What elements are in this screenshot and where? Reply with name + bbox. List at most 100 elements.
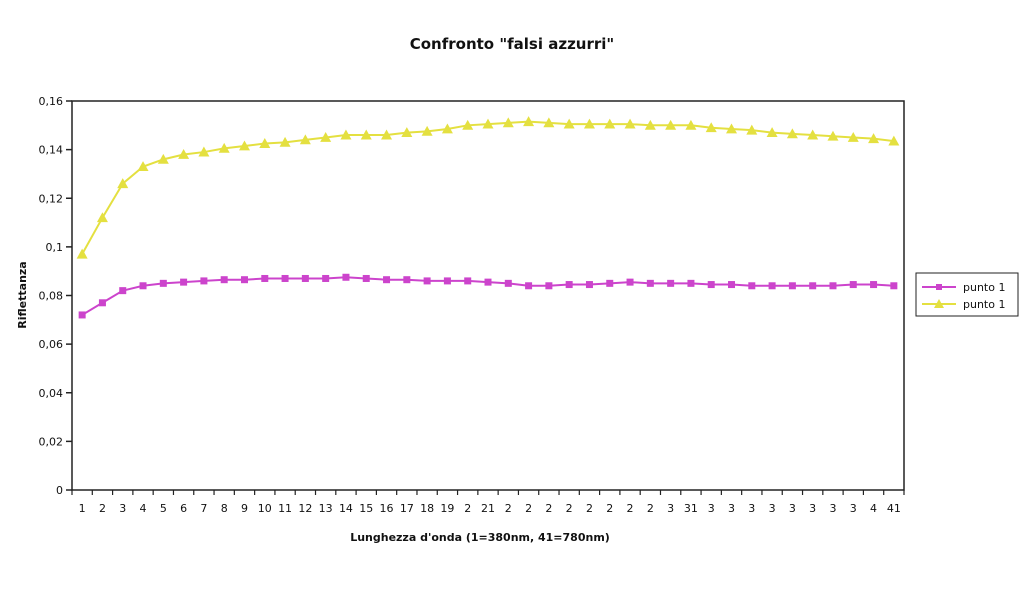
data-point (362, 274, 370, 282)
y-tick-label: 0,06 (39, 338, 64, 351)
x-tick-label: 31 (684, 502, 698, 515)
data-point (504, 279, 512, 287)
data-point (563, 118, 575, 129)
legend-marker (936, 284, 942, 290)
x-tick-label: 17 (400, 502, 414, 515)
data-point (261, 274, 269, 282)
x-tick-label: 21 (481, 502, 495, 515)
data-point (96, 212, 108, 223)
data-point (707, 281, 715, 289)
data-point (281, 274, 289, 282)
x-tick-label: 11 (278, 502, 292, 515)
data-point (98, 299, 106, 307)
data-point (423, 277, 431, 285)
data-point (687, 279, 695, 287)
data-point (299, 134, 311, 145)
x-tick-label: 13 (319, 502, 333, 515)
data-point (847, 131, 859, 142)
x-tick-label: 3 (119, 502, 126, 515)
x-tick-label: 12 (298, 502, 312, 515)
data-point (604, 118, 616, 129)
x-tick-label: 3 (708, 502, 715, 515)
data-point (403, 276, 411, 284)
y-tick-label: 0,12 (39, 192, 64, 205)
x-tick-label: 3 (789, 502, 796, 515)
data-point (301, 274, 309, 282)
data-point (381, 129, 393, 140)
data-point (726, 123, 738, 134)
x-axis: 1 2 3 4 5 6 7 8 9 10 11 12 13 14 15 16 17 18 19 2 21 2 2 2 2 2 2 2 2… (71, 490, 905, 515)
data-point (482, 118, 494, 129)
data-point (667, 279, 675, 287)
data-point (543, 117, 555, 128)
data-point (139, 282, 147, 290)
x-tick-label: 3 (748, 502, 755, 515)
x-tick-label: 3 (667, 502, 674, 515)
data-point (259, 138, 271, 148)
data-point (606, 279, 614, 287)
data-point (565, 281, 573, 289)
data-point (340, 129, 352, 140)
legend-items: punto 1 punto 1 (922, 281, 1005, 311)
x-axis-title: Lunghezza d'onda (1=380nm, 41=780nm) (350, 531, 610, 544)
x-tick-label: 3 (769, 502, 776, 515)
plot-frame (71, 100, 905, 491)
data-point (76, 248, 88, 259)
data-point (159, 279, 167, 287)
chart-title: Confronto "falsi azzurri" (410, 35, 615, 53)
y-axis-title: Riflettanza (16, 261, 29, 328)
x-tick-label: 19 (440, 502, 454, 515)
data-point (585, 281, 593, 289)
data-point (583, 118, 595, 129)
x-tick-label: 4 (140, 502, 147, 515)
x-tick-label: 8 (221, 502, 228, 515)
y-tick-label: 0,02 (39, 435, 64, 448)
y-tick-label: 0 (56, 484, 63, 497)
x-tick-label: 2 (566, 502, 573, 515)
x-tick-label: 2 (525, 502, 532, 515)
data-point (624, 118, 636, 129)
data-point (646, 279, 654, 287)
series-1 (78, 273, 898, 319)
x-tick-label: 2 (627, 502, 634, 515)
legend-marker (934, 299, 944, 308)
data-point (119, 287, 127, 295)
data-point (200, 277, 208, 285)
y-tick-label: 0,16 (39, 95, 64, 108)
data-point (768, 282, 776, 290)
y-tick-label: 0,14 (39, 144, 64, 157)
data-point (462, 119, 474, 130)
data-point (545, 282, 553, 290)
x-tick-label: 7 (200, 502, 207, 515)
data-point (728, 281, 736, 289)
data-point (868, 133, 880, 144)
data-point (320, 131, 332, 142)
data-point (218, 142, 230, 153)
x-tick-label: 9 (241, 502, 248, 515)
x-tick-label: 2 (606, 502, 613, 515)
data-point (626, 278, 634, 286)
data-point (788, 282, 796, 290)
data-point (464, 277, 472, 285)
x-tick-label: 2 (586, 502, 593, 515)
series-layer (76, 116, 900, 319)
x-tick-label: 16 (380, 502, 394, 515)
data-point (705, 122, 717, 133)
data-point (137, 161, 149, 172)
data-point (766, 127, 778, 138)
data-point (117, 178, 129, 189)
y-axis: 0 0,02 0,04 0,06 0,08 0,1 0,12 0,14 0,16 (39, 95, 72, 497)
data-point (421, 125, 433, 136)
x-tick-label: 3 (809, 502, 816, 515)
x-tick-label: 3 (829, 502, 836, 515)
legend-label: punto 1 (963, 298, 1005, 311)
data-point (198, 146, 210, 157)
y-tick-label: 0,04 (39, 387, 64, 400)
data-point (644, 119, 656, 130)
x-tick-label: 4 (870, 502, 877, 515)
data-point (888, 135, 900, 146)
data-point (383, 276, 391, 284)
data-point (746, 124, 758, 135)
data-point (443, 277, 451, 285)
